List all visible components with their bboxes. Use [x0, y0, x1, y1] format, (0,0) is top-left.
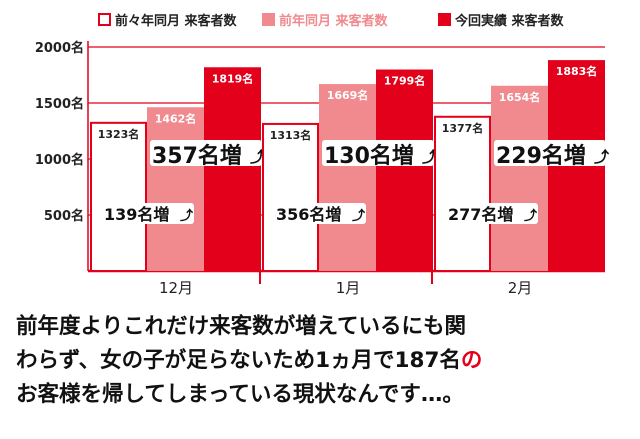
x-tick-label: 12月 [159, 279, 193, 297]
y-tick-label: 500名 [44, 208, 84, 224]
bar [376, 69, 433, 272]
increase-large-bg [494, 140, 606, 166]
bar-value-label: 1799名 [384, 74, 426, 88]
up-arrow-icon: ⤴ [594, 148, 610, 166]
chart-caption: 前年度よりこれだけ来客数が増えているにも関 わらず、女の子が足らないため1ヵ月で… [16, 310, 626, 412]
y-tick-label: 1000名 [35, 152, 84, 168]
bar [491, 85, 548, 271]
caption-line-1: 前年度よりこれだけ来客数が増えているにも関 [16, 314, 466, 339]
bar-value-label: 1462名 [155, 111, 197, 125]
x-tick-label: 1月 [336, 279, 361, 297]
bar-value-label: 1323名 [98, 127, 140, 141]
bar-value-label: 1883名 [556, 64, 598, 78]
legend-swatch-current [438, 13, 451, 26]
bar-value-label: 1654名 [499, 90, 541, 104]
visitor-bar-chart: 500名 1000名 1500名 2000名 1323名 1462名 1819名 12月 357… [35, 40, 610, 297]
bar-value-label: 1669名 [327, 88, 369, 102]
bar [204, 67, 261, 271]
increase-small-label: 139名増 [104, 205, 169, 224]
caption-line-2-c: の [460, 348, 483, 373]
increase-large-label: 357名増 [152, 143, 242, 169]
up-arrow-icon: ⤴ [180, 208, 194, 224]
up-arrow-icon: ⤴ [352, 208, 366, 224]
legend-label-two-years-ago: 前々年同月 来客者数 [115, 14, 237, 29]
legend-swatch-last-year [262, 13, 275, 26]
legend-swatch-two-years-ago [98, 13, 111, 26]
bar [319, 84, 376, 272]
y-tick-label: 2000名 [35, 40, 84, 56]
caption-line-2: わらず、女の子が足らないため1ヵ月で187名の [16, 344, 626, 378]
increase-small-bg [274, 203, 366, 224]
increase-large-label: 130名増 [324, 143, 414, 169]
chart-legend: 前々年同月 来客者数 前年同月 来客者数 今回実績 来客者数 [0, 10, 640, 32]
caption-line-2-a: わらず、女の子が足らないため [16, 348, 316, 373]
bar-value-label: 1313名 [270, 128, 312, 142]
increase-small-label: 356名増 [276, 205, 341, 224]
bar-value-label: 1377名 [442, 121, 484, 135]
increase-small-bg [102, 203, 194, 224]
caption-line-3: お客様を帰してしまっている現状なんです…。 [16, 382, 464, 407]
legend-item-two-years-ago: 前々年同月 来客者数 [98, 10, 237, 29]
increase-small-label: 277名増 [448, 205, 513, 224]
increase-large-bg [322, 140, 434, 166]
y-tick-label: 1500名 [35, 96, 84, 112]
legend-label-last-year: 前年同月 来客者数 [279, 14, 388, 29]
bar [434, 115, 491, 272]
legend-label-current: 今回実績 来客者数 [455, 14, 564, 29]
bar-value-label: 1819名 [212, 71, 254, 85]
bar [90, 121, 147, 272]
x-tick-label: 2月 [508, 279, 533, 297]
caption-line-2-b: 1ヵ月で187名 [315, 348, 461, 373]
legend-item-last-year: 前年同月 来客者数 [262, 10, 388, 29]
increase-large-bg [150, 140, 262, 166]
increase-large-label: 229名増 [496, 143, 586, 169]
increase-small-bg [446, 203, 538, 224]
bar [262, 122, 319, 272]
up-arrow-icon: ⤴ [524, 208, 538, 224]
legend-item-current: 今回実績 来客者数 [438, 10, 564, 29]
bar [147, 107, 204, 271]
